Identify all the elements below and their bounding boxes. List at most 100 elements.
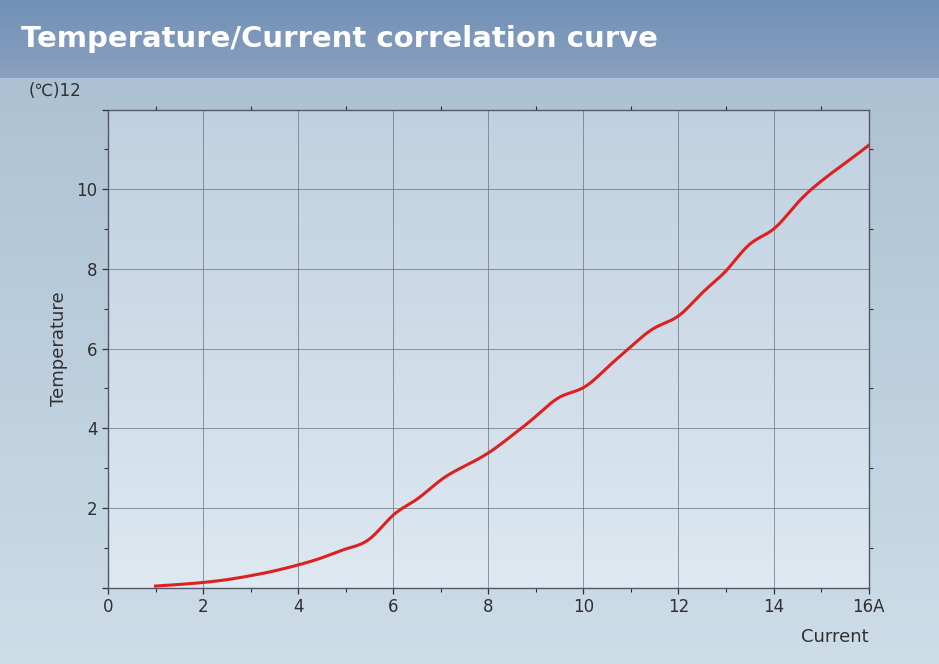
Bar: [0, 581, 939, 584]
Bar: [0, 661, 939, 664]
Bar: [108, 189, 869, 191]
Bar: [108, 160, 869, 162]
Bar: [108, 533, 869, 535]
Bar: [0, 57, 939, 58]
Bar: [0, 66, 939, 70]
Bar: [0, 485, 939, 488]
Bar: [108, 317, 869, 320]
Bar: [108, 495, 869, 497]
Bar: [0, 571, 939, 574]
Bar: [0, 359, 939, 362]
Bar: [0, 76, 939, 77]
Bar: [0, 34, 939, 35]
Bar: [0, 471, 939, 475]
Bar: [0, 56, 939, 57]
Bar: [108, 337, 869, 339]
Bar: [0, 551, 939, 554]
Bar: [108, 270, 869, 272]
Bar: [108, 475, 869, 477]
Bar: [0, 193, 939, 196]
Bar: [0, 325, 939, 329]
Bar: [0, 641, 939, 644]
Bar: [108, 511, 869, 513]
Bar: [0, 475, 939, 478]
Bar: [108, 112, 869, 114]
Bar: [0, 45, 939, 46]
Bar: [0, 422, 939, 425]
Text: Temperature/Current correlation curve: Temperature/Current correlation curve: [21, 25, 657, 53]
Bar: [108, 556, 869, 559]
Bar: [0, 100, 939, 103]
Bar: [0, 77, 939, 78]
Bar: [0, 26, 939, 27]
Bar: [0, 531, 939, 535]
Bar: [108, 568, 869, 571]
Bar: [108, 177, 869, 179]
Bar: [0, 60, 939, 61]
Bar: [0, 65, 939, 66]
Bar: [0, 62, 939, 64]
Bar: [0, 272, 939, 276]
Bar: [0, 458, 939, 461]
Bar: [108, 155, 869, 157]
Bar: [0, 239, 939, 242]
Bar: [108, 368, 869, 370]
Bar: [108, 401, 869, 404]
Bar: [108, 504, 869, 507]
Bar: [108, 205, 869, 208]
Bar: [108, 308, 869, 310]
Bar: [108, 153, 869, 155]
Bar: [0, 561, 939, 564]
Bar: [108, 583, 869, 585]
Bar: [108, 578, 869, 580]
Bar: [108, 265, 869, 268]
Bar: [108, 174, 869, 177]
Bar: [0, 0, 939, 1]
Bar: [0, 352, 939, 355]
Bar: [0, 163, 939, 166]
Bar: [108, 186, 869, 189]
Bar: [0, 196, 939, 199]
Bar: [108, 552, 869, 554]
Bar: [0, 335, 939, 339]
Bar: [108, 554, 869, 556]
Bar: [0, 123, 939, 126]
Bar: [0, 179, 939, 183]
Bar: [108, 380, 869, 382]
Bar: [0, 461, 939, 465]
Bar: [0, 312, 939, 315]
Bar: [0, 103, 939, 106]
Bar: [108, 339, 869, 341]
Bar: [108, 169, 869, 172]
Bar: [0, 375, 939, 378]
Bar: [0, 269, 939, 272]
Bar: [0, 186, 939, 189]
Bar: [0, 20, 939, 21]
Bar: [108, 501, 869, 504]
Bar: [0, 14, 939, 15]
Bar: [0, 598, 939, 601]
Bar: [108, 277, 869, 280]
Bar: [108, 432, 869, 435]
Bar: [0, 289, 939, 292]
Bar: [0, 51, 939, 52]
Bar: [0, 28, 939, 29]
Bar: [108, 571, 869, 573]
Bar: [108, 148, 869, 150]
Bar: [0, 425, 939, 428]
Bar: [108, 315, 869, 317]
Bar: [0, 498, 939, 501]
Bar: [0, 67, 939, 68]
Bar: [0, 591, 939, 594]
Bar: [0, 68, 939, 69]
Bar: [0, 442, 939, 445]
Bar: [108, 122, 869, 124]
Bar: [108, 566, 869, 568]
Bar: [0, 378, 939, 382]
Bar: [108, 559, 869, 561]
Bar: [108, 214, 869, 217]
Bar: [108, 138, 869, 141]
Bar: [108, 313, 869, 315]
Bar: [0, 139, 939, 143]
Bar: [108, 542, 869, 544]
